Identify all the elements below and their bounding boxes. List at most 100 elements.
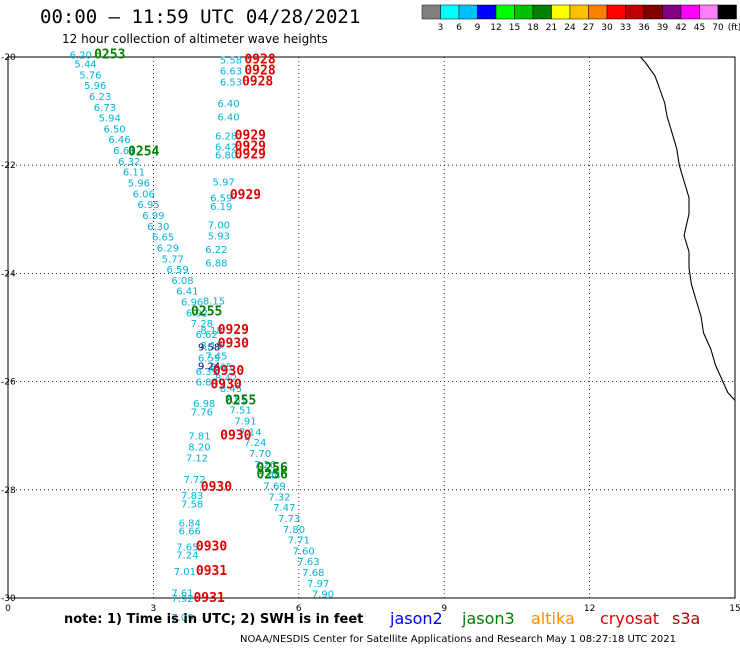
wave-height-value: 6.40 — [217, 113, 239, 124]
colorbar-swatch — [440, 4, 460, 20]
colorbar-swatch — [495, 4, 515, 20]
wave-height-value: 6.40 — [217, 99, 239, 110]
wave-height-value: 7.83 — [181, 491, 203, 502]
colorbar-label: 42 — [675, 23, 686, 33]
pass-time-label: 0928 — [242, 74, 273, 89]
pass-time-label: 0929 — [230, 188, 261, 203]
x-tick-label: 3 — [151, 604, 157, 614]
colorbar-label: 70 — [712, 23, 724, 33]
satellite-jason3: jason3 — [462, 609, 515, 628]
wave-height-value: 6.06 — [133, 189, 155, 200]
wave-height-value: 8.45 — [220, 384, 242, 395]
data-marks: 6.205.445.765.966.236.735.946.506.466.61… — [70, 47, 335, 624]
wave-height-value: 6.11 — [123, 168, 145, 179]
pass-time-label: 0928 — [244, 64, 275, 79]
wave-height-value: 7.91 — [234, 417, 256, 428]
wave-height-value: 6.98 — [193, 399, 215, 410]
pass-time-label: 0929 — [235, 139, 266, 154]
wave-height-value: 6.92 — [186, 308, 208, 319]
pass-time-label: 0255 — [225, 394, 256, 409]
wave-height-value: 6.39 — [196, 367, 218, 378]
wave-height-value: 7.60 — [293, 546, 315, 557]
x-tick-label: 12 — [584, 604, 595, 614]
pass-time-label: 0929 — [235, 128, 266, 143]
coastline — [640, 56, 736, 401]
wave-height-value: 5.44 — [74, 59, 96, 70]
colorbar-swatch — [532, 4, 552, 20]
colorbar-swatch — [606, 4, 626, 20]
wave-height-value: 6.84 — [179, 518, 201, 529]
wave-height-value: 6.66 — [179, 526, 201, 537]
pass-time-label: 0256 — [256, 468, 287, 483]
wave-height-value: 7.61 — [171, 589, 193, 600]
wave-height-value: 7.09 — [171, 613, 193, 624]
colorbar-label: 30 — [601, 23, 613, 33]
pass-time-label: 0930 — [218, 337, 249, 352]
satellite-altika: altika — [531, 609, 575, 628]
wave-height-value: 6.59 — [198, 353, 220, 364]
wave-height-value: 6.30 — [147, 222, 169, 233]
colorbar-label: 9 — [475, 23, 481, 33]
colorbar-label: 27 — [583, 23, 594, 33]
wave-height-value: 6.59 — [167, 265, 189, 276]
wave-height-value: 7.68 — [302, 568, 324, 579]
colorbar-swatch — [680, 4, 700, 20]
wave-height-value: 6.80 — [215, 150, 237, 161]
wave-height-value: 7.90 — [312, 590, 334, 601]
colorbar-label: 21 — [546, 23, 557, 33]
colorbar-swatch — [625, 4, 645, 20]
wave-height-value: 7.32 — [268, 492, 290, 503]
axis-ticks: 0 3 6 9 12 15 -20 -22 -24 -26 -28 -30 — [1, 53, 740, 614]
wave-height-value: 7.92 — [171, 594, 193, 605]
y-tick-label: -26 — [1, 378, 16, 388]
coastline-path — [640, 56, 736, 401]
wave-height-value: 7.44 — [259, 471, 281, 482]
y-tick-label: -30 — [1, 594, 16, 604]
wave-height-value: 7.97 — [307, 579, 329, 590]
y-tick-label: -20 — [1, 53, 16, 63]
pass-time-label: 0929 — [218, 323, 249, 338]
wave-height-value: 7.63 — [297, 557, 319, 568]
wave-height-value: 6.23 — [89, 92, 111, 103]
y-tick-label: -24 — [1, 269, 16, 279]
colorbar-swatch — [569, 4, 589, 20]
satellite-cryosat: cryosat — [600, 609, 660, 628]
colorbar-label: 12 — [490, 23, 501, 33]
wave-height-value: 8.20 — [188, 443, 210, 454]
chart-title: 00:00 – 11:59 UTC 04/28/2021 — [40, 6, 361, 28]
wave-height-value: 6.42 — [215, 142, 237, 153]
wave-height-value: 6.63 — [220, 67, 242, 78]
pass-time-label: 0254 — [128, 145, 159, 160]
footer-credit: NOAA/NESDIS Center for Satellite Applica… — [240, 634, 676, 645]
wave-height-value: 6.88 — [205, 259, 227, 270]
colorbar-swatch — [717, 4, 737, 20]
colorbar-label: (ft) — [728, 23, 740, 33]
wave-height-value: 6.20 — [70, 50, 92, 61]
colorbar-swatch — [551, 4, 571, 20]
wave-height-value: 6.99 — [142, 211, 164, 222]
wave-height-value: 6.65 — [152, 233, 174, 244]
wave-height-value: 6.84 — [196, 378, 218, 389]
wave-height-value: 5.77 — [162, 254, 184, 265]
colorbar-swatch — [662, 4, 682, 20]
wave-height-value: 6.46 — [108, 135, 130, 146]
wave-height-value: 6.50 — [103, 124, 125, 135]
wave-height-value: 6.29 — [157, 243, 179, 254]
wave-height-value: 7.58 — [181, 499, 203, 510]
wave-height-value: 5.94 — [99, 114, 121, 125]
wave-height-value: 7.72 — [183, 475, 205, 486]
wave-height-value: 8.15 — [203, 296, 225, 307]
wave-height-value: 6.41 — [176, 287, 198, 298]
wave-height-value: 6.95 — [137, 200, 159, 211]
wave-height-value: 6.28 — [215, 131, 237, 142]
wave-height-value: 8.42 — [215, 373, 237, 384]
pass-time-label: 0930 — [213, 364, 244, 379]
wave-height-value: 6.96 — [181, 298, 203, 309]
y-tick-label: -28 — [1, 486, 16, 496]
x-tick-label: 9 — [441, 604, 447, 614]
x-tick-label: 15 — [729, 604, 740, 614]
y-tick-label: -22 — [1, 161, 16, 171]
wave-height-value: 6.32 — [118, 157, 140, 168]
satellite-jason2: jason2 — [390, 609, 443, 628]
